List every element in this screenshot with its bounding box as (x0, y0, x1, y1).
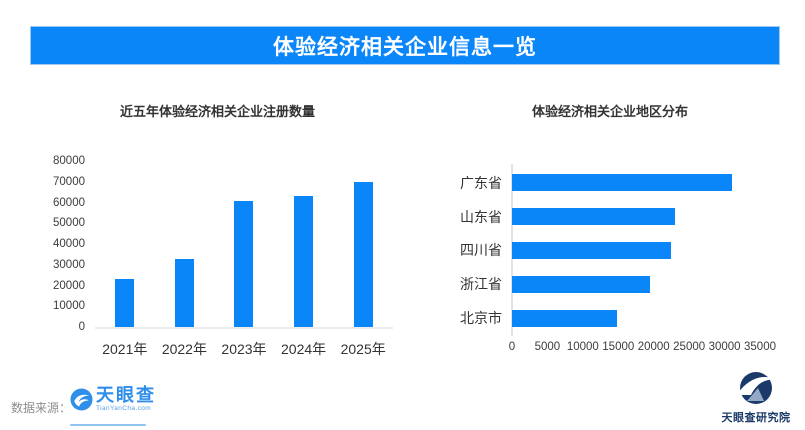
x-tick-label: 20000 (637, 341, 670, 353)
x-tick-label: 30000 (708, 341, 741, 353)
region-row: 广东省 (450, 166, 760, 200)
x-tick-label: 10000 (566, 341, 599, 353)
bar-北京市 (512, 309, 617, 327)
x-tick-label: 15000 (602, 341, 635, 353)
region-label: 四川省 (460, 242, 502, 259)
y-tick-label: 30000 (53, 258, 85, 271)
bar-山东省 (512, 208, 675, 226)
page-title: 体验经济相关企业信息一览 (273, 35, 537, 59)
bar-track (512, 241, 760, 259)
region-row: 四川省 (450, 234, 760, 268)
bar-cell: 2023年 (214, 161, 274, 357)
y-tick-label: 50000 (53, 217, 85, 230)
tianyancha-eye-icon (70, 388, 93, 411)
y-tick-label: 80000 (53, 155, 85, 167)
tianyancha-logo: 天眼查 TianYanCha.com (70, 386, 156, 413)
bar-2024年 (294, 196, 314, 327)
x-category-label: 2023年 (221, 341, 267, 357)
bar-2023年 (234, 201, 254, 327)
research-institute-mark-icon (734, 371, 778, 407)
bar-cell: 2022年 (155, 161, 215, 357)
y-tick-label: 40000 (53, 238, 85, 250)
bar-cell: 2021年 (95, 161, 155, 357)
left-chart-title: 近五年体验经济相关企业注册数量 (119, 104, 315, 119)
region-label: 广东省 (460, 174, 502, 191)
page-title-banner: 体验经济相关企业信息一览 (30, 26, 780, 65)
bar-浙江省 (512, 275, 651, 293)
region-row: 北京市 (450, 301, 760, 335)
x-category-label: 2021年 (102, 341, 148, 357)
research-institute-name: 天眼查研究院 (721, 412, 791, 424)
data-source-label: 数据来源： (11, 401, 72, 415)
bar-四川省 (512, 241, 672, 259)
tianyancha-logo-underline (70, 424, 146, 426)
tianyancha-logo-text: 天眼查 (96, 385, 156, 405)
registrations-bars: 2021年 2022年 2023年 2024年 2025年 (95, 161, 393, 357)
bar-track (512, 208, 760, 226)
x-tick-label: 0 (508, 341, 516, 353)
right-chart-title: 体验经济相关企业地区分布 (531, 104, 688, 119)
bar-track (512, 309, 760, 327)
research-institute-logo: 天眼查研究院 (718, 371, 794, 425)
x-category-label: 2022年 (161, 341, 207, 357)
region-label: 北京市 (460, 310, 502, 327)
bar-2025年 (353, 181, 373, 327)
tianyancha-logo-url: TianYanCha.com (96, 405, 152, 412)
bar-cell: 2025年 (333, 161, 393, 357)
y-tick-label: 0 (78, 321, 85, 333)
regions-rows: 广东省山东省四川省浙江省北京市 (450, 166, 760, 335)
x-tick-label: 5000 (534, 341, 561, 353)
region-row: 山东省 (450, 200, 760, 234)
region-row: 浙江省 (450, 267, 760, 301)
bar-track (512, 275, 760, 293)
y-tick-label: 20000 (53, 279, 85, 292)
bar-cell: 2024年 (274, 161, 334, 357)
bar-2021年 (115, 279, 135, 327)
regions-x-axis: 0 5000 10000 15000 20000 25000 30000 35000 (508, 341, 776, 357)
x-tick-label: 25000 (673, 341, 706, 353)
region-label: 山东省 (460, 208, 502, 225)
x-category-label: 2025年 (340, 341, 386, 357)
x-category-label: 2024年 (281, 341, 327, 357)
registrations-y-axis: 0 10000 20000 30000 40000 50000 60000 70000 8000… (40, 155, 85, 333)
y-tick-label: 60000 (53, 196, 85, 209)
y-tick-label: 10000 (53, 300, 85, 313)
bar-2022年 (174, 258, 194, 327)
bar-广东省 (512, 174, 732, 192)
bar-track (512, 174, 760, 192)
region-label: 浙江省 (460, 276, 502, 293)
x-tick-label: 35000 (744, 341, 776, 353)
y-tick-label: 70000 (53, 175, 85, 188)
